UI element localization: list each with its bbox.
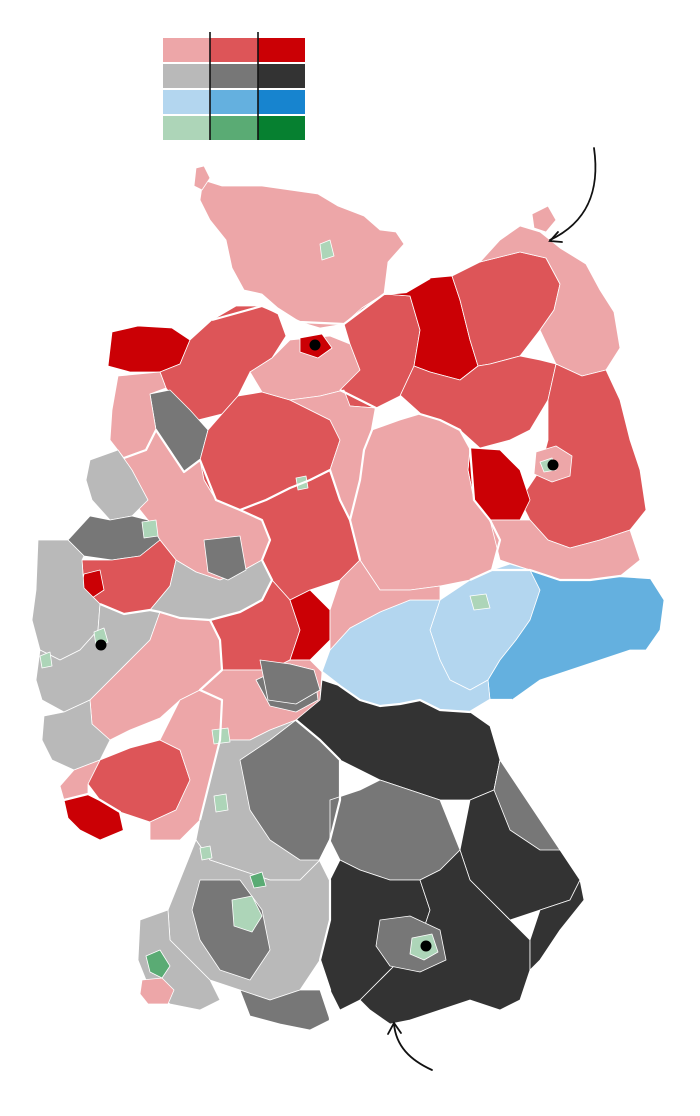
region-green-muenster [141,519,159,539]
region-green-karlsruhe [199,845,213,861]
legend-swatch-red-mid [210,38,258,62]
legend-swatch-gray-high [258,64,305,88]
region-fulda [289,589,331,661]
region-ruegen [531,205,557,233]
map-regions [31,165,665,1031]
region-freiburg [145,949,171,979]
region-green-kiel [319,239,335,261]
legend-swatch-gray-mid [210,64,258,88]
legend [163,32,305,140]
border-hesse-rhineland [198,619,224,821]
region-north-islands [193,165,211,191]
border-saxony-north [469,568,651,582]
legend-swatch-blue-mid [210,90,258,114]
region-green-aachen [39,651,53,669]
border-nrw [99,428,274,622]
region-eifel [41,699,111,771]
region-bavaria-gray-east [493,759,561,851]
state-borders [63,277,651,1020]
city-marker-hamburg [309,339,321,351]
city-marker-cologne [95,639,107,651]
border-saarland [63,792,126,831]
annotation-arrowhead-northeast [548,231,563,243]
region-stuttgart-green [231,895,263,933]
region-green-heidelberg [213,793,229,813]
region-lower-bavaria [529,879,585,971]
region-bodensee [239,989,331,1031]
border-bavaria-west [295,719,342,1020]
legend-swatch-blue-low [163,90,210,114]
region-franconia-gray [259,659,321,705]
legend-swatch-gray-low [163,64,210,88]
annotation-arrowhead-south [387,1021,402,1035]
annotations [387,147,597,1071]
region-nrw-dark [203,535,247,581]
region-green-stuttgart-dark [249,871,267,889]
region-green-leipzig [469,593,491,611]
annotation-arrow-northeast [549,147,597,241]
border-hesse-north [239,468,351,521]
legend-swatch-green-high [258,116,305,140]
region-loerrach [139,977,175,1005]
border-thuringia-south [321,671,512,714]
border-brandenburg [399,395,502,571]
legend-swatch-red-high [258,38,305,62]
region-thuringia-north [329,559,441,651]
legend-swatch-green-mid [210,116,258,140]
border-north [211,277,431,326]
legend-swatch-green-low [163,116,210,140]
city-markers [95,339,559,952]
legend-swatch-blue-high [258,90,305,114]
region-vorpommern [479,225,621,377]
legend-swatch-red-low [163,38,210,62]
city-marker-munich [420,940,432,952]
annotation-arrow-south [393,1023,433,1071]
city-marker-berlin [547,459,559,471]
